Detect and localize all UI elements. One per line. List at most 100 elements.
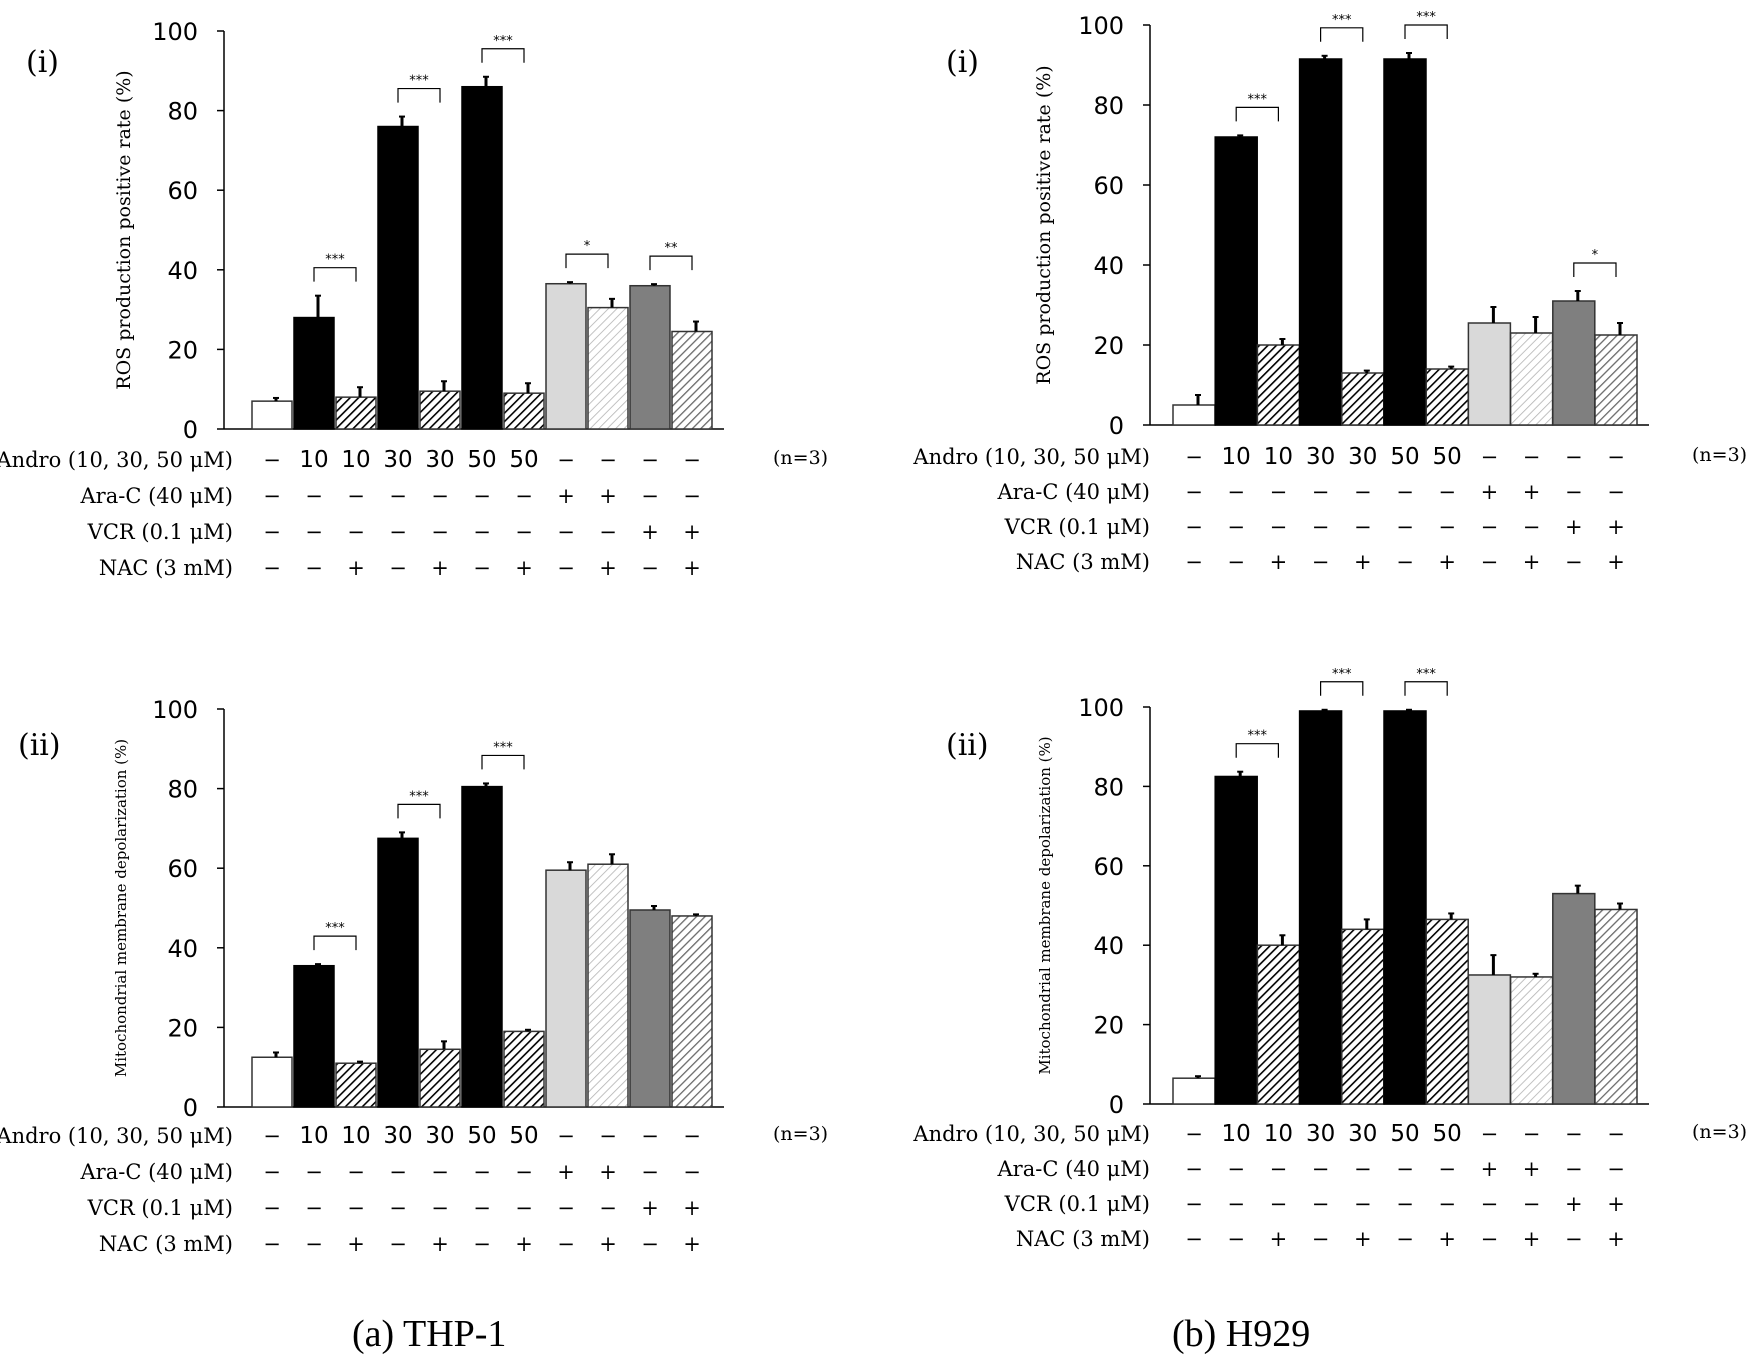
condition-cell: − [1227,550,1245,574]
condition-cell: + [557,1160,575,1184]
condition-cell: + [431,556,449,580]
condition-cell: − [1607,1122,1625,1146]
condition-cell: − [1481,1227,1499,1251]
condition-cell: − [1481,515,1499,539]
condition-cell: − [1354,515,1372,539]
significance-bracket [1404,681,1448,696]
condition-cell: + [515,556,533,580]
condition-cell: − [1270,515,1288,539]
condition-cell: − [1185,1227,1203,1251]
significance-label: *** [1332,13,1352,28]
significance-bracket [649,255,693,271]
condition-cell: + [1607,1192,1625,1216]
condition-label: Ara-C (40 μM) [80,484,234,508]
y-tick-label: 40 [1093,932,1124,960]
n-note: (n=3) [1692,444,1747,466]
condition-cell: − [1481,445,1499,469]
condition-cell: − [431,520,449,544]
condition-cell: − [347,520,365,544]
condition-cell: − [389,1232,407,1256]
bar [1214,775,1258,1105]
condition-cell: − [1312,1157,1330,1181]
condition-cell: 10 [341,447,370,473]
bar [671,915,713,1108]
significance-label: *** [409,789,429,804]
significance-label: * [1592,248,1599,263]
y-tick-label: 80 [1093,773,1124,801]
panel-label: (ii) [946,728,989,763]
condition-cell: − [305,1196,323,1220]
condition-cell: − [305,484,323,508]
condition-cell: − [599,520,617,544]
bar [1298,710,1343,1105]
condition-cell: + [1565,1192,1583,1216]
y-tick-label: 0 [1109,412,1124,440]
condition-label: VCR (0.1 μM) [1004,515,1150,539]
condition-cell: − [263,1196,281,1220]
bar [1298,58,1343,426]
condition-label: NAC (3 mM) [99,1232,233,1256]
significance-label: *** [493,34,513,49]
condition-cell: − [1396,480,1414,504]
condition-cell: − [683,448,701,472]
condition-cell: − [1227,480,1245,504]
chart-panel-a-i: (i) ROS production positive rate (%) 0 20 40… [0,18,828,580]
significance-bracket [1235,743,1279,758]
condition-cell: − [557,1196,575,1220]
condition-cell: − [263,1160,281,1184]
caption-a: (a) THP-1 [352,1313,507,1355]
condition-cell: + [347,556,365,580]
condition-cell: − [263,556,281,580]
condition-cell: − [557,556,575,580]
condition-cell: − [641,1124,659,1148]
n-note: (n=3) [773,1123,828,1145]
n-note: (n=3) [1692,1121,1747,1143]
condition-cell: − [1438,480,1456,504]
condition-cell: + [599,484,617,508]
condition-cell: − [305,1232,323,1256]
condition-cell: 30 [383,447,412,473]
condition-label: Andro (10, 30, 50 μM) [912,445,1150,469]
condition-cell: − [473,484,491,508]
condition-cell: − [1227,1157,1245,1181]
condition-cell: − [1481,1122,1499,1146]
condition-label: Ara-C (40 μM) [80,1160,234,1184]
y-tick-label: 60 [167,855,198,883]
condition-cell: + [683,1232,701,1256]
condition-cell: − [1227,1227,1245,1251]
bar [629,284,671,430]
condition-cell: − [1312,515,1330,539]
condition-cell: − [1396,1157,1414,1181]
condition-cell: − [1565,1122,1583,1146]
bar [1552,892,1596,1105]
significance-bracket [481,48,525,63]
condition-cell: + [683,1196,701,1220]
condition-cell: 30 [1306,1121,1335,1147]
bar [671,330,713,430]
significance-bracket [565,253,609,269]
condition-cell: 30 [425,447,454,473]
condition-cell: + [347,1232,365,1256]
condition-cell: − [557,448,575,472]
condition-cell: + [1523,1157,1541,1181]
condition-cell: − [347,1196,365,1220]
condition-cell: − [473,520,491,544]
condition-cell: − [1607,480,1625,504]
condition-cell: 50 [467,447,496,473]
condition-cell: 50 [1390,1121,1419,1147]
y-axis-title: ROS production positive rate (%) [1033,65,1055,384]
y-tick-label: 80 [1093,92,1124,120]
condition-cell: + [557,484,575,508]
condition-cell: − [1270,480,1288,504]
bar [377,837,419,1108]
condition-cell: − [683,1124,701,1148]
condition-cell: − [431,1196,449,1220]
condition-cell: − [557,1124,575,1148]
chart-panel-b-ii: (ii) Mitochondrial membrane depolarizatio… [912,667,1747,1251]
condition-cell: − [263,448,281,472]
condition-label: Andro (10, 30, 50 μM) [0,448,233,472]
y-tick-label: 100 [1078,694,1124,722]
y-tick-label: 60 [1093,172,1124,200]
condition-cell: − [389,1160,407,1184]
y-axis-title: ROS production positive rate (%) [113,70,135,389]
